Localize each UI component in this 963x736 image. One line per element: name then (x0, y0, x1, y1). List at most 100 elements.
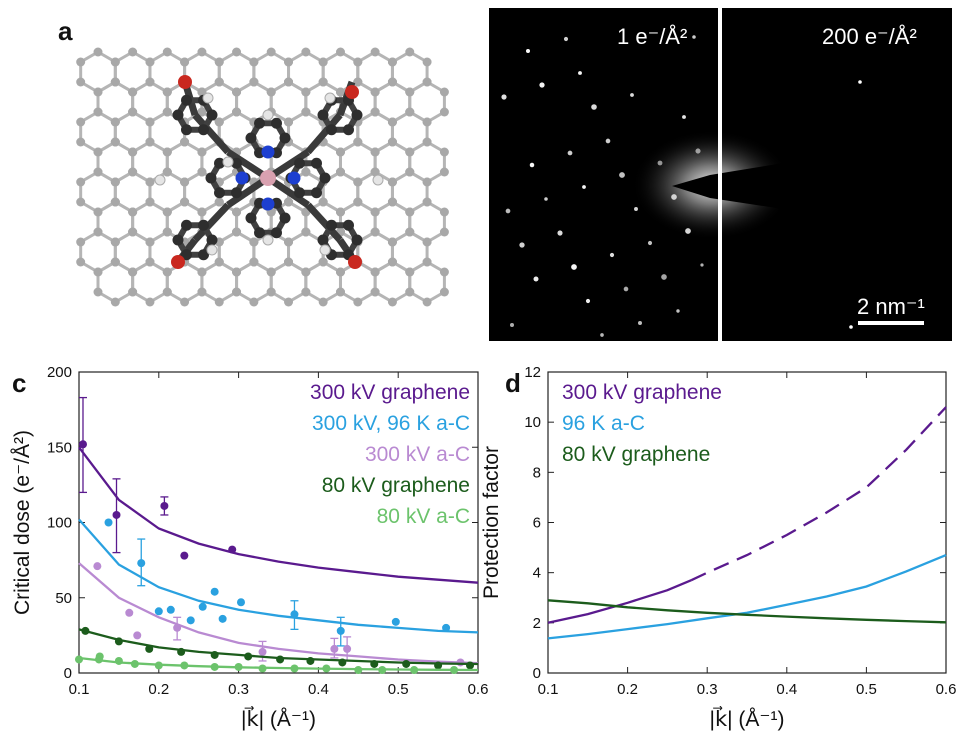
carbon-atom (387, 177, 397, 187)
carbon-atom (93, 147, 103, 157)
carbon-atom (162, 147, 172, 157)
x-tick-label: 0.2 (617, 681, 638, 698)
data-point (336, 626, 345, 635)
hydrogen-atom (206, 244, 218, 256)
carbon-atom (162, 287, 172, 297)
y-axis-label: Critical dose (e⁻/Å²) (11, 430, 34, 615)
data-point (186, 616, 195, 625)
carbon-atom (318, 77, 328, 87)
carbon-atom (326, 219, 337, 231)
data-point (114, 637, 123, 646)
carbon-atom (205, 172, 217, 184)
carbon-atom (93, 87, 103, 97)
diffraction-spot (661, 274, 667, 280)
diffraction-spot (630, 93, 634, 97)
carbon-atom (353, 297, 363, 307)
carbon-atom (145, 237, 155, 247)
carbon-atom (301, 287, 311, 297)
carbon-atom (128, 47, 138, 57)
diffraction-spot (600, 333, 604, 337)
fit-curve (78, 518, 479, 634)
y-tick-label: 4 (533, 565, 541, 582)
diffraction-spot (533, 276, 539, 282)
diffraction-spot (509, 322, 515, 328)
nitrogen-atom (235, 171, 249, 185)
x-tick-label: 0.6 (468, 681, 489, 698)
panel-letter-a: a (58, 16, 73, 46)
data-point (198, 602, 207, 611)
data-point (370, 659, 379, 668)
carbon-atom (76, 237, 86, 247)
data-point (234, 662, 243, 671)
carbon-atom (110, 237, 120, 247)
legend-entry: 80 kV graphene (562, 443, 710, 466)
carbon-atom (422, 237, 432, 247)
carbon-atom (214, 57, 224, 67)
carbon-atom (254, 227, 265, 239)
carbon-atom (284, 237, 294, 247)
diffraction-spot (676, 309, 680, 313)
legend-entry: 300 kV graphene (562, 381, 722, 404)
nitrogen-atom (287, 171, 301, 185)
carbon-atom (353, 137, 363, 147)
data-point (154, 607, 163, 616)
carbon-atom (266, 287, 276, 297)
carbon-atom (335, 267, 345, 277)
lattice-hexagon (131, 260, 169, 304)
diffraction-spot (647, 240, 653, 246)
data-point (410, 665, 419, 674)
carbon-atom (162, 107, 172, 117)
carbon-atom (439, 167, 449, 177)
hydrogen-atom (154, 174, 166, 186)
dose-label-right: 200 e⁻/Å² (822, 24, 917, 49)
data-point (78, 440, 87, 449)
y-tick-label: 12 (524, 364, 541, 381)
lattice-hexagon (165, 260, 204, 304)
data-point (114, 656, 123, 665)
carbon-atom (422, 177, 432, 187)
carbon-atom (335, 47, 345, 57)
y-tick-label: 8 (533, 464, 541, 481)
lattice-hexagon (235, 260, 273, 304)
carbon-atom (128, 267, 138, 277)
carbon-atom (232, 287, 242, 297)
carbon-atom (284, 257, 294, 267)
carbon-atom (284, 297, 294, 307)
carbon-atom (271, 227, 282, 239)
carbon-atom (318, 197, 328, 207)
data-point (210, 662, 219, 671)
diffraction-spot (634, 207, 638, 211)
carbon-atom (249, 237, 259, 247)
data-point (244, 652, 253, 661)
legend-entry: 300 kV, 96 K a-C (312, 412, 470, 435)
carbon-atom (422, 57, 432, 67)
diffraction-spot (619, 172, 625, 178)
carbon-atom (214, 257, 224, 267)
carbon-atom (198, 249, 209, 261)
hydrogen-atom (319, 244, 331, 256)
carbon-atom (422, 297, 432, 307)
beam-stop (672, 155, 952, 220)
oxygen-atom (171, 255, 185, 269)
y-tick-label: 50 (55, 590, 72, 607)
legend-entry: 80 kV a-C (377, 505, 470, 528)
carbon-atom (387, 137, 397, 147)
carbon-atom (245, 132, 257, 144)
carbon-atom (318, 257, 328, 267)
data-point (338, 658, 347, 667)
carbon-atom (301, 167, 311, 177)
carbon-atom (181, 124, 192, 136)
molecular-bond (305, 112, 343, 155)
carbon-atom (206, 234, 218, 246)
carbon-atom (145, 197, 155, 207)
data-point (180, 661, 189, 670)
carbon-atom (145, 297, 155, 307)
legend-entry: 300 kV a-C (365, 443, 470, 466)
carbon-atom (439, 87, 449, 97)
carbon-atom (145, 257, 155, 267)
carbon-atom (405, 87, 415, 97)
x-tick-label: 0.1 (69, 681, 90, 698)
carbon-atom (128, 207, 138, 217)
molecular-bond (266, 175, 310, 208)
data-point (306, 656, 315, 665)
